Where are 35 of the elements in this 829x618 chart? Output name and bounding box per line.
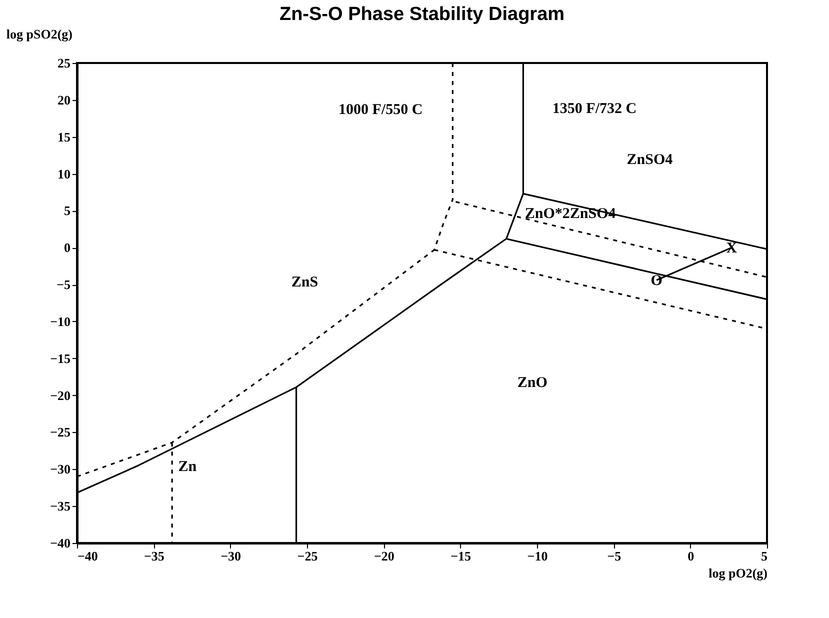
x-tick-label: −40: [78, 548, 98, 564]
chart-title: Zn-S-O Phase Stability Diagram: [279, 4, 565, 25]
x-axis-title: log pO2(g): [708, 566, 768, 580]
y-tick-label: 25: [58, 56, 71, 70]
y-tick-label: −10: [50, 314, 70, 329]
y-tick-label: 0: [64, 240, 70, 256]
x-tick-label: −25: [297, 548, 318, 564]
annotation: ZnO: [517, 375, 548, 392]
y-tick-label: −15: [50, 350, 71, 366]
annotation: X: [726, 240, 738, 257]
y-tick-label: −40: [50, 536, 70, 550]
y-axis-title: log pSO2(g): [6, 26, 72, 42]
y-tick-label: −30: [50, 462, 70, 477]
x-tick-label: −20: [374, 548, 394, 564]
x-tick-label: 0: [688, 548, 694, 564]
annotation: ZnSO4: [626, 152, 674, 168]
annotation: 1000 F/550 C: [338, 102, 423, 118]
y-tick-label: −25: [50, 424, 71, 440]
x-tick-label: 5: [761, 548, 768, 564]
x-tick-label: −35: [144, 548, 165, 564]
x-tick-label: −30: [220, 548, 242, 564]
annotation: 1350 F/732 C: [552, 101, 637, 118]
y-tick-label: −5: [56, 277, 71, 292]
x-tick-label: −10: [527, 548, 548, 564]
x-tick-label: −5: [607, 548, 622, 564]
y-tick-label: −20: [50, 388, 70, 403]
x-tick-label: −15: [450, 548, 472, 564]
y-tick-label: 10: [58, 166, 70, 182]
y-tick-label: 15: [58, 129, 71, 144]
annotation: ZnO*2ZnSO4: [524, 206, 616, 222]
y-tick-label: 20: [58, 92, 70, 108]
annotation: ZnS: [291, 274, 318, 290]
annotation: Zn: [178, 459, 198, 476]
y-tick-label: −35: [50, 498, 71, 514]
y-tick-label: 5: [64, 203, 71, 218]
